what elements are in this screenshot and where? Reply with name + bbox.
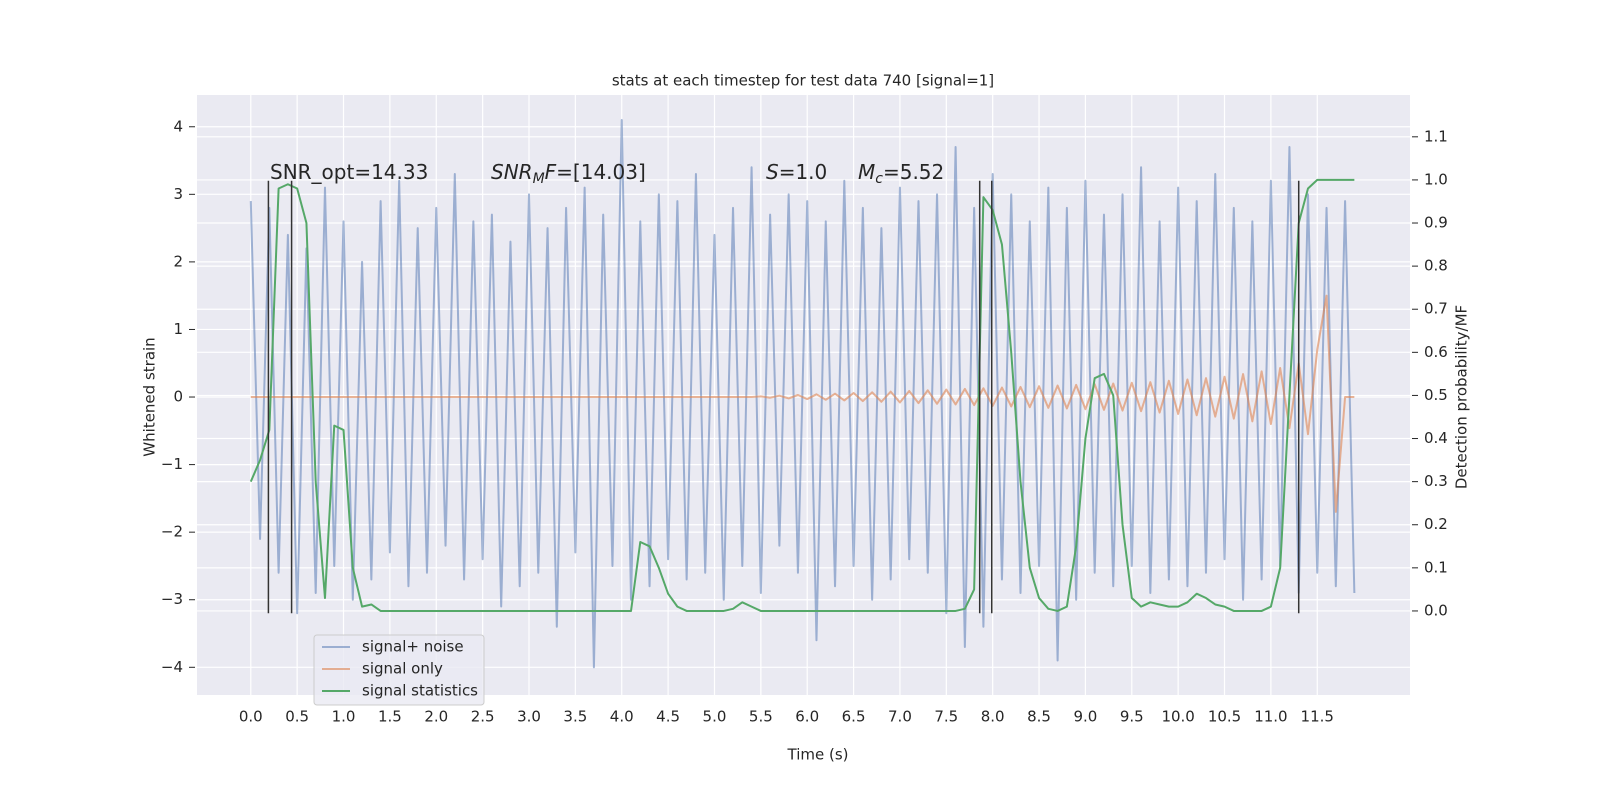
chart-title: stats at each timestep for test data 740… bbox=[612, 72, 994, 90]
x-tick-label: 10.5 bbox=[1208, 708, 1241, 726]
x-tick-label: 4.0 bbox=[610, 708, 634, 726]
y-tick-label: 2 bbox=[173, 252, 183, 270]
x-tick-label: 1.5 bbox=[378, 708, 402, 726]
annotation-part: c bbox=[875, 171, 883, 187]
annotation-part: =5.52 bbox=[883, 160, 944, 184]
y-tick-label: −2 bbox=[161, 523, 183, 541]
y-tick-label: −1 bbox=[161, 455, 183, 473]
annotation: S=1.0 bbox=[766, 160, 827, 184]
x-tick-label: 9.0 bbox=[1073, 708, 1097, 726]
y-axis-label: Whitened strain bbox=[141, 337, 159, 456]
legend-label: signal statistics bbox=[362, 682, 478, 700]
x-tick-label: 6.0 bbox=[795, 708, 819, 726]
annotation: SNR_opt=14.33 bbox=[270, 160, 428, 184]
x-tick-label: 8.0 bbox=[981, 708, 1005, 726]
annotation-part: SNR bbox=[491, 160, 533, 184]
annotation-part: S bbox=[766, 160, 779, 184]
y-tick-label: 3 bbox=[173, 185, 183, 203]
annotation: Mc=5.52 bbox=[858, 160, 944, 188]
x-tick-label: 11.0 bbox=[1254, 708, 1287, 726]
x-tick-label: 0.0 bbox=[239, 708, 263, 726]
x-tick-label: 9.5 bbox=[1120, 708, 1144, 726]
x-tick-label: 11.5 bbox=[1301, 708, 1334, 726]
y2-tick-label: 0.5 bbox=[1424, 386, 1448, 404]
x-tick-label: 10.0 bbox=[1161, 708, 1194, 726]
y2-tick-label: 1.0 bbox=[1424, 170, 1448, 188]
y-tick-label: 4 bbox=[173, 117, 183, 135]
x-tick-label: 3.5 bbox=[563, 708, 587, 726]
legend-box bbox=[313, 634, 485, 706]
y-tick-label: 1 bbox=[173, 320, 183, 338]
annotation-part: SNR_opt=14.33 bbox=[270, 160, 428, 184]
x-tick-label: 5.0 bbox=[703, 708, 727, 726]
x-tick-label: 2.5 bbox=[471, 708, 495, 726]
x-tick-label: 7.5 bbox=[934, 708, 958, 726]
annotation-part: =1.0 bbox=[779, 160, 828, 184]
x-tick-label: 4.5 bbox=[656, 708, 680, 726]
y2-tick-label: 0.6 bbox=[1424, 343, 1448, 361]
x-tick-label: 8.5 bbox=[1027, 708, 1051, 726]
y-tick-label: −3 bbox=[161, 590, 183, 608]
y2-tick-label: 0.8 bbox=[1424, 257, 1448, 275]
x-axis-label: Time (s) bbox=[787, 746, 849, 764]
x-tick-label: 6.5 bbox=[842, 708, 866, 726]
annotation-part: F bbox=[545, 160, 557, 184]
x-tick-label: 0.5 bbox=[285, 708, 309, 726]
y-tick-label: 0 bbox=[173, 388, 183, 406]
y2-tick-label: 0.0 bbox=[1424, 601, 1448, 619]
annotation-part: =[14.03] bbox=[556, 160, 646, 184]
annotation-part: M bbox=[533, 171, 545, 187]
annotation: SNRMF=[14.03] bbox=[491, 160, 646, 188]
y2-tick-label: 0.7 bbox=[1424, 300, 1448, 318]
series-line bbox=[250, 294, 1355, 513]
y2-tick-label: 0.9 bbox=[1424, 214, 1448, 232]
y2-tick-label: 0.1 bbox=[1424, 558, 1448, 576]
y2-axis-label: Detection probability/MF bbox=[1453, 305, 1471, 489]
x-tick-label: 7.0 bbox=[888, 708, 912, 726]
legend-label: signal+ noise bbox=[362, 638, 464, 656]
legend-label: signal only bbox=[362, 660, 443, 678]
x-tick-label: 2.0 bbox=[424, 708, 448, 726]
x-tick-label: 5.5 bbox=[749, 708, 773, 726]
y2-tick-label: 1.1 bbox=[1424, 127, 1448, 145]
x-tick-label: 1.0 bbox=[332, 708, 356, 726]
x-tick-label: 3.0 bbox=[517, 708, 541, 726]
series-line bbox=[249, 178, 1355, 612]
y-tick-label: −4 bbox=[161, 658, 183, 676]
y2-tick-label: 0.3 bbox=[1424, 472, 1448, 490]
y2-tick-label: 0.2 bbox=[1424, 515, 1448, 533]
y2-tick-label: 0.4 bbox=[1424, 429, 1448, 447]
annotation-part: M bbox=[858, 160, 875, 184]
series-line bbox=[249, 119, 1356, 669]
